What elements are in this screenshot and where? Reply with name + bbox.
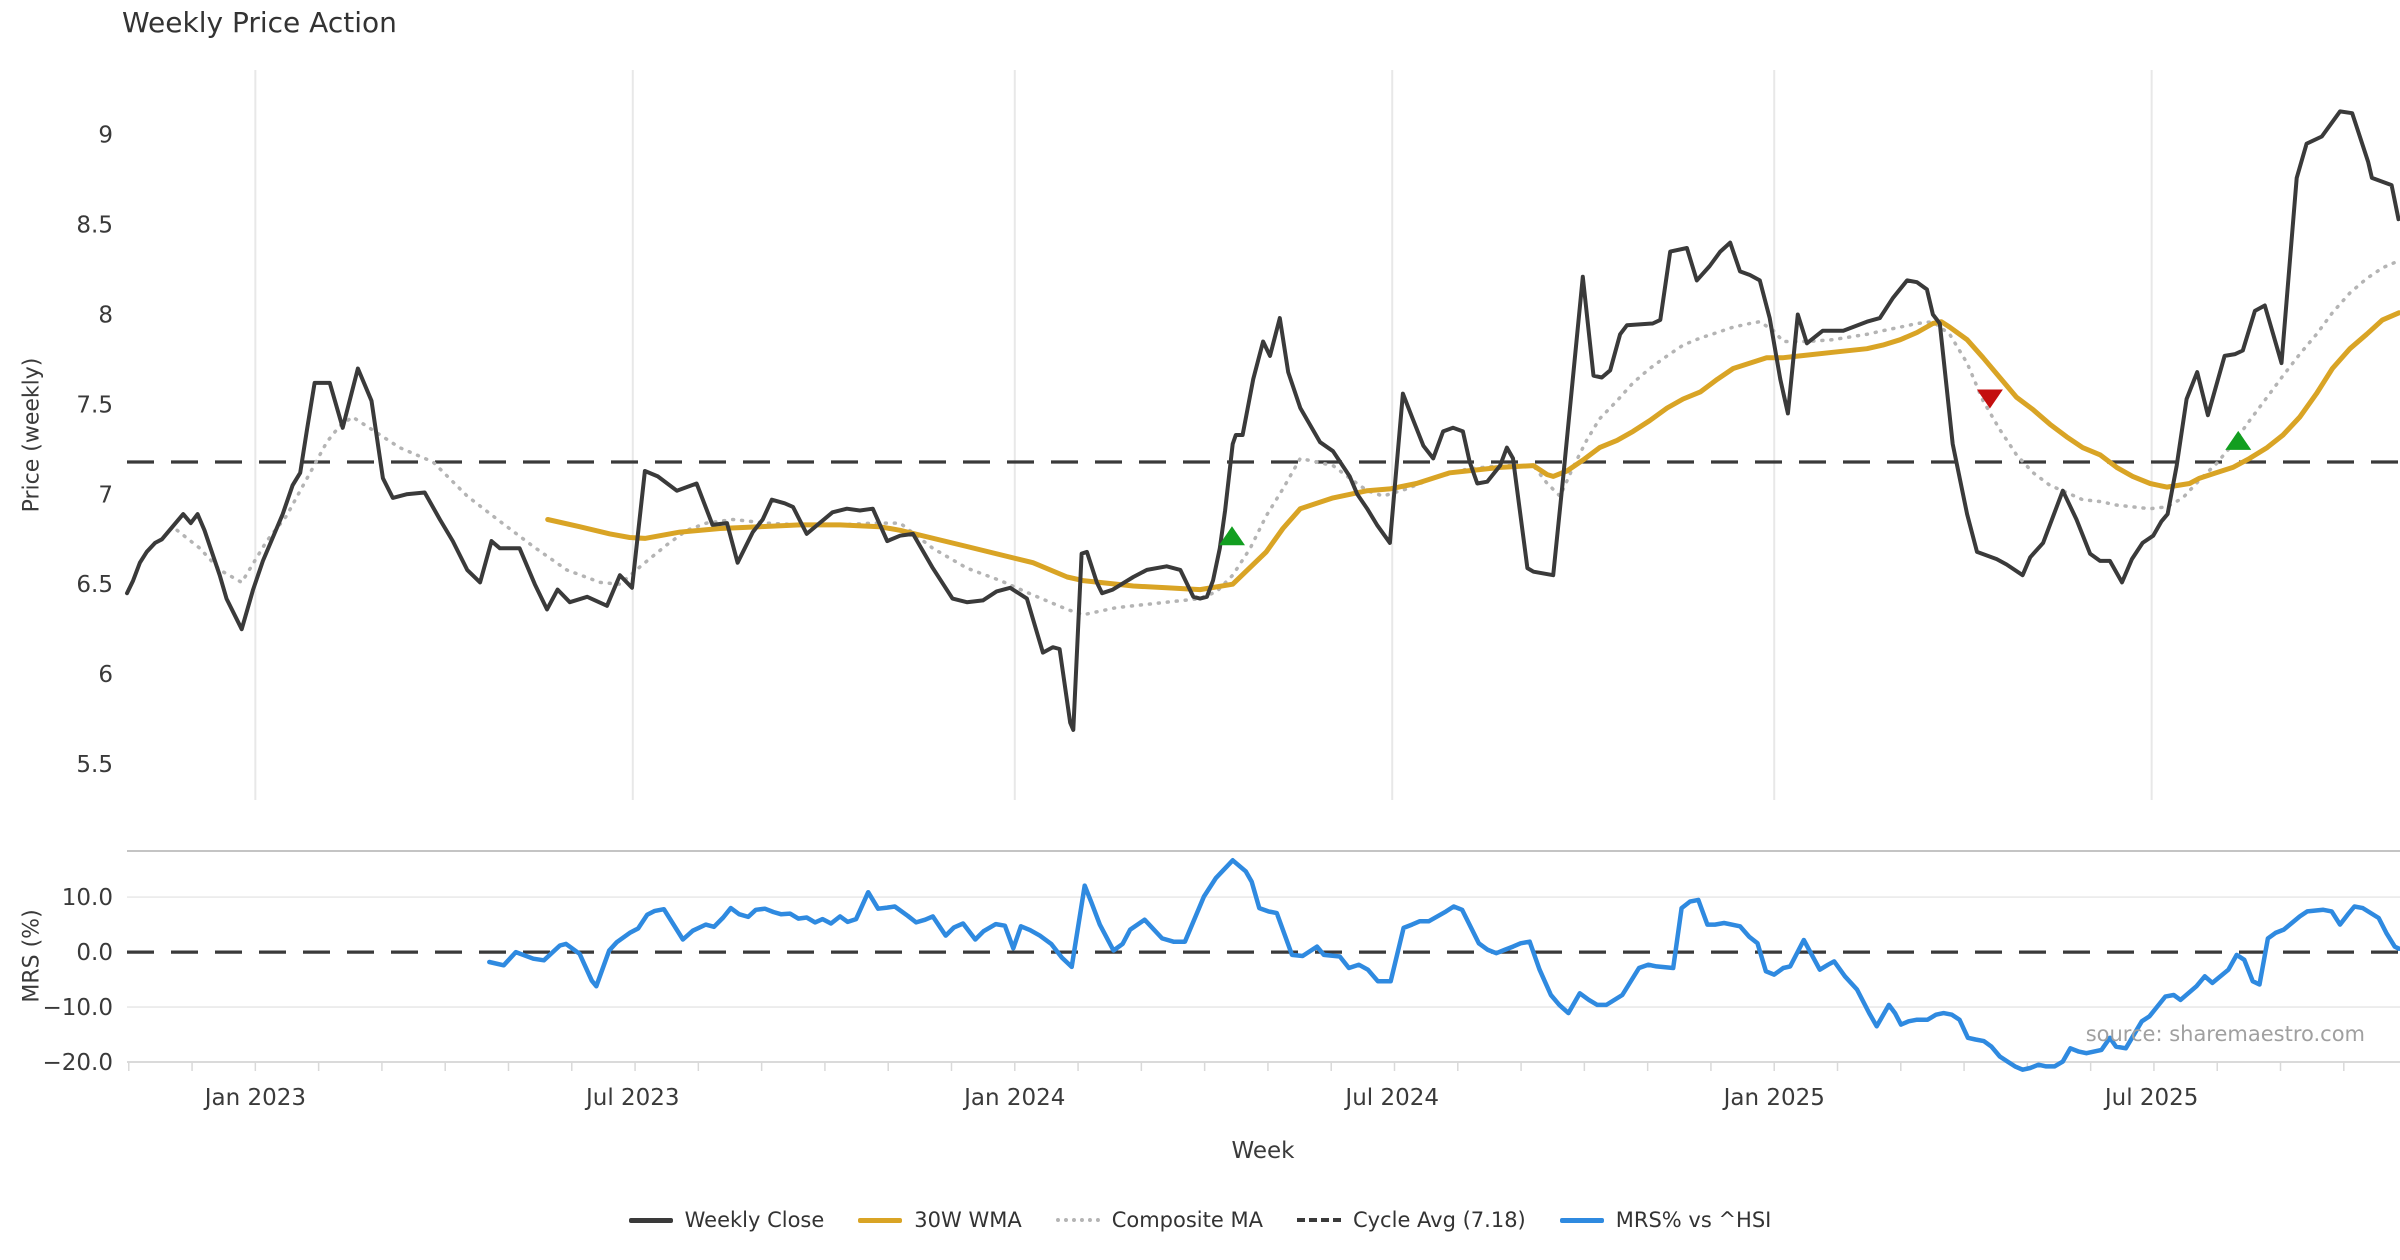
price-y-tick-label: 6.5	[76, 572, 113, 598]
x-tick-label: Jul 2024	[1343, 1085, 1439, 1111]
legend-item-4: MRS% vs ^HSI	[1559, 1208, 1772, 1232]
x-tick-label: Jul 2023	[584, 1085, 680, 1111]
x-tick-label: Jan 2024	[962, 1085, 1065, 1111]
mrs-axis-label: MRS (%)	[19, 909, 45, 1003]
legend-item-0: Weekly Close	[628, 1208, 825, 1232]
legend-item-1: 30W WMA	[858, 1208, 1022, 1232]
chart-title: Weekly Price Action	[122, 6, 397, 39]
legend-item-3: Cycle Avg (7.18)	[1296, 1208, 1526, 1232]
mrs-y-tick-label: 0.0	[76, 940, 113, 966]
price-y-tick-label: 7	[98, 482, 113, 508]
mrs-y-tick-label: 10.0	[62, 885, 113, 911]
legend-swatch-solid	[628, 1217, 673, 1223]
price-y-tick-label: 7.5	[76, 392, 113, 418]
x-tick-label: Jan 2025	[1722, 1085, 1825, 1111]
price-y-tick-label: 8.5	[76, 213, 113, 239]
x-tick-label: Jul 2025	[2103, 1085, 2199, 1111]
mrs-y-tick-label: −20.0	[43, 1050, 113, 1076]
legend-item-2: Composite MA	[1055, 1208, 1263, 1232]
price-y-tick-label: 8	[98, 303, 113, 329]
legend-swatch-solid	[858, 1217, 903, 1223]
x-axis-title: Week	[1231, 1138, 1295, 1164]
legend-label: Composite MA	[1111, 1208, 1263, 1232]
mrs-line	[487, 858, 2400, 1072]
legend-label: Cycle Avg (7.18)	[1352, 1208, 1526, 1232]
price-y-tick-label: 9	[98, 123, 113, 149]
price-y-tick-label: 5.5	[76, 752, 113, 778]
legend-label: 30W WMA	[914, 1208, 1022, 1232]
buy-signal-marker	[1218, 526, 1245, 546]
buy-signal-marker	[2225, 430, 2252, 450]
legend: Weekly Close 30W WMA Composite MA Cycle Avg…	[0, 1208, 2400, 1232]
source-note: source: sharemaestro.com	[2085, 1022, 2365, 1046]
x-tick-label: Jan 2023	[203, 1085, 306, 1111]
legend-swatch-dashed	[1296, 1218, 1341, 1222]
legend-swatch-dotted	[1055, 1218, 1100, 1222]
mrs-y-tick-label: −10.0	[43, 995, 113, 1021]
legend-swatch-solid	[1559, 1217, 1604, 1223]
wma-30w-line	[545, 310, 2400, 593]
price-axis-label: Price (weekly)	[19, 357, 45, 513]
legend-label: Weekly Close	[684, 1208, 825, 1232]
sell-signal-marker	[1976, 389, 2003, 409]
legend-label: MRS% vs ^HSI	[1615, 1208, 1772, 1232]
weekly-close-line	[125, 109, 2400, 732]
price-y-tick-label: 6	[98, 662, 113, 688]
